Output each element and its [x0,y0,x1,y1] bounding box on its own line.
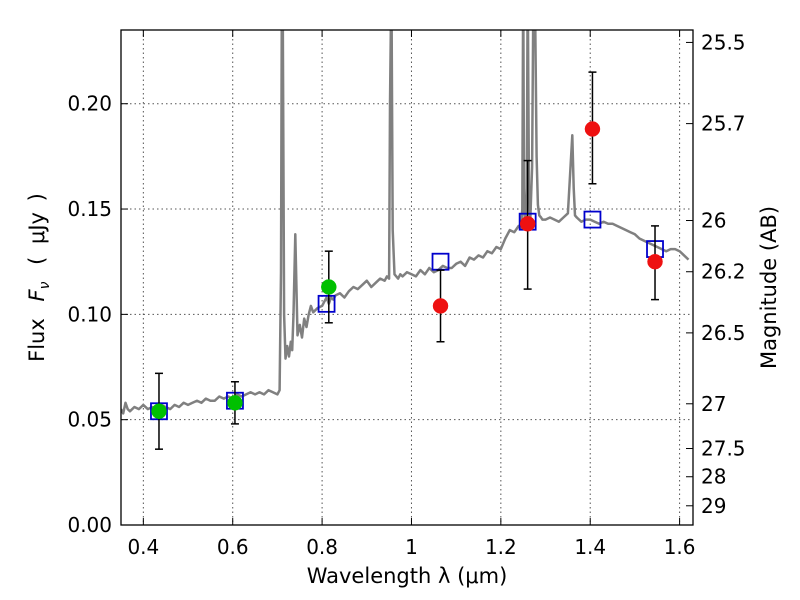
observed-point [227,395,243,411]
magnitude-tick-label: 27.5 [701,437,746,461]
x-tick-label: 0.4 [127,535,159,559]
observed-point [647,253,663,270]
markers [150,71,664,450]
y-tick-label: 0.10 [67,302,112,326]
y-axis-label-flux: Flux [25,318,49,362]
y-tick-label: 0.15 [67,197,112,221]
y-axis-label-symbol: F [25,289,49,302]
y-axis-label-unit: μJy [25,212,49,244]
y-axis-label-close-paren: ) [25,193,49,201]
y-axis-label-open-paren: ( [25,257,49,265]
magnitude-tick-label: 29 [701,494,726,518]
magnitude-tick-label: 25.7 [701,112,746,136]
y-tick-label: 0.20 [67,92,112,116]
observed-point [584,121,601,137]
model-square-marker [317,294,336,313]
y-tick-label: 0.00 [67,513,112,537]
x-axis-label: Wavelength λ (μm) [307,564,508,588]
magnitude-tick-label: 26.5 [701,321,746,345]
model-square-marker [583,210,602,229]
x-tick-label: 1 [405,535,418,559]
x-tick-label: 0.6 [217,535,249,559]
magnitude-tick-label: 28 [701,465,726,489]
x-tick-label: 0.8 [306,535,338,559]
magnitude-tick-label: 25.5 [701,30,746,54]
gridlines [121,30,693,526]
magnitude-tick-label: 26.2 [701,260,746,284]
observed-point [321,279,337,295]
observed-point [151,403,167,420]
plot-frame [120,29,694,526]
x-tick-label: 1.4 [574,535,606,559]
x-tick-label: 1.2 [485,535,517,559]
observed-point [519,216,536,232]
observed-point [432,298,449,314]
magnitude-tick-label: 26 [701,209,726,233]
magnitude-tick-label: 27 [701,392,726,416]
y-axis-label-subscript: ν [37,281,53,289]
x-tick-label: 1.6 [664,535,696,559]
axis-ticks: 0.4 0.6 0.8 1 1.2 1.4 1.6 0.00 0.05 0.10 0.15 0.20 2… [67,30,746,559]
y-tick-label: 0.05 [67,408,112,432]
y-axis-label: Flux Fν ( μJy ) [25,193,54,362]
plot-background [121,30,693,525]
magnitude-axis-label: Magnitude (AB) [757,206,781,369]
